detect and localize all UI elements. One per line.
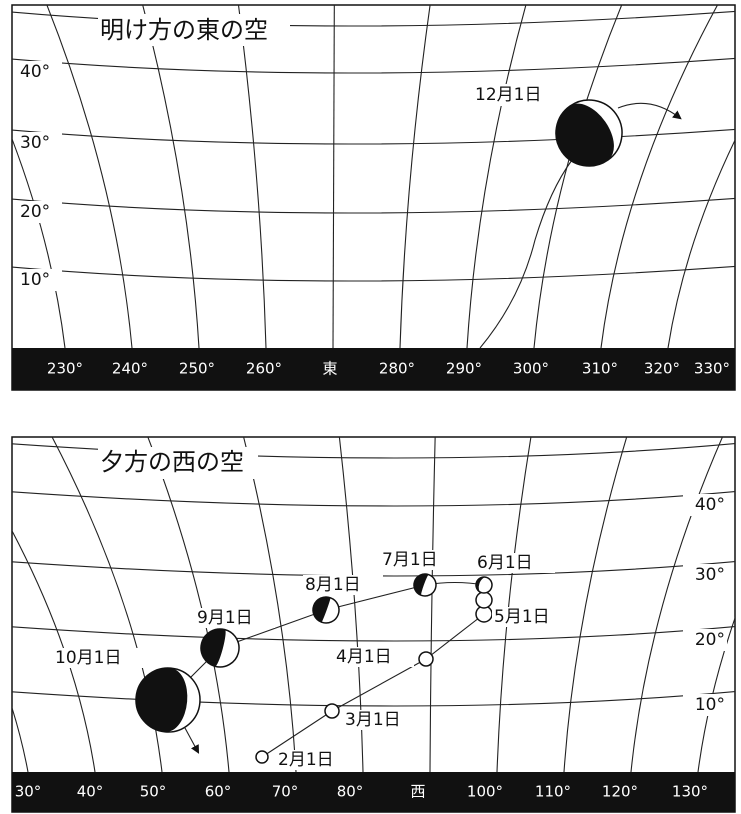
venus-diagram: 230° 240° 250° 260° 東 280° 290° 300° 310° 320° 330… bbox=[0, 0, 741, 814]
azimuth-label: 240° bbox=[112, 360, 148, 378]
date-label: 3月1日 bbox=[345, 710, 401, 730]
altitude-label: 20° bbox=[20, 202, 50, 222]
azimuth-label: 120° bbox=[602, 783, 638, 801]
azimuth-label: 50° bbox=[140, 783, 167, 801]
azimuth-line bbox=[735, 0, 741, 348]
azimuth-label: 西 bbox=[410, 783, 425, 801]
azimuth-label: 290° bbox=[446, 360, 482, 378]
azimuth-label: 80° bbox=[337, 783, 364, 801]
azimuth-label: 320° bbox=[644, 360, 680, 378]
venus bbox=[476, 592, 492, 608]
azimuth-label: 30° bbox=[15, 783, 42, 801]
azimuth-label: 280° bbox=[379, 360, 415, 378]
azimuth-label: 310° bbox=[582, 360, 618, 378]
date-label: 5月1日 bbox=[494, 607, 550, 627]
venus-disk bbox=[419, 652, 433, 666]
evening-panel: 30° 40° 50° 60° 70° 80° 西 100° 110° 120° 130° 40° 30… bbox=[0, 413, 741, 812]
altitude-label: 40° bbox=[695, 495, 725, 515]
azimuth-label: 300° bbox=[513, 360, 549, 378]
date-label: 6月1日 bbox=[477, 553, 533, 573]
altitude-label: 20° bbox=[695, 630, 725, 650]
venus-disk bbox=[476, 592, 492, 608]
date-label: 9月1日 bbox=[197, 608, 253, 628]
azimuth-label: 230° bbox=[47, 360, 83, 378]
azimuth-label: 70° bbox=[272, 783, 299, 801]
venus-disk bbox=[256, 751, 268, 763]
venus bbox=[419, 652, 433, 666]
altitude-label: 40° bbox=[20, 62, 50, 82]
altitude-label: 10° bbox=[695, 695, 725, 715]
panel-title: 明け方の東の空 bbox=[100, 16, 268, 44]
azimuth-label: 130° bbox=[672, 783, 708, 801]
altitude-label: 10° bbox=[20, 270, 50, 290]
azimuth-label: 100° bbox=[467, 783, 503, 801]
azimuth-label: 260° bbox=[246, 360, 282, 378]
venus-disk bbox=[325, 704, 339, 718]
date-label: 8月1日 bbox=[305, 575, 361, 595]
altitude-label: 30° bbox=[20, 133, 50, 153]
azimuth-label: 60° bbox=[205, 783, 232, 801]
panel-frame bbox=[12, 437, 735, 812]
azimuth-label: 東 bbox=[322, 360, 337, 378]
azimuth-label: 250° bbox=[179, 360, 215, 378]
azimuth-label: 330° bbox=[694, 360, 730, 378]
panel-title: 夕方の西の空 bbox=[100, 448, 244, 476]
date-label: 2月1日 bbox=[278, 750, 334, 770]
date-label: 12月1日 bbox=[475, 85, 541, 105]
venus bbox=[325, 704, 339, 718]
panel-frame bbox=[12, 5, 735, 390]
date-label: 7月1日 bbox=[382, 550, 438, 570]
azimuth-label: 40° bbox=[77, 783, 104, 801]
date-label: 4月1日 bbox=[336, 647, 392, 667]
azimuth-label: 110° bbox=[535, 783, 571, 801]
venus bbox=[256, 751, 268, 763]
altitude-label: 30° bbox=[695, 565, 725, 585]
altitude-line bbox=[0, 413, 741, 428]
date-label: 10月1日 bbox=[55, 648, 121, 668]
morning-panel: 230° 240° 250° 260° 東 280° 290° 300° 310° 320° 330… bbox=[0, 0, 741, 390]
